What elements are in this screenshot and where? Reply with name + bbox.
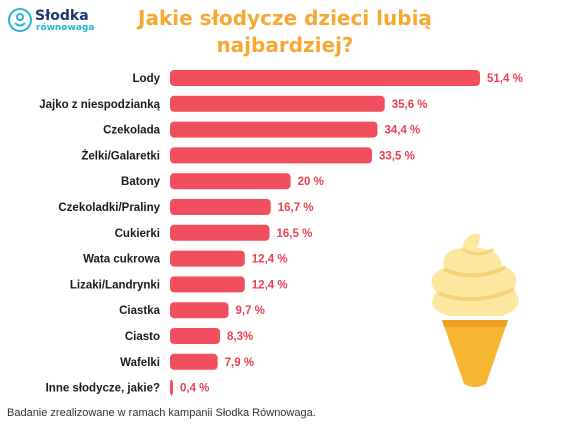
category-label: Wata cukrowa (83, 254, 161, 266)
value-label: 0,4 % (180, 383, 209, 395)
brand-name: Słodka (35, 8, 89, 24)
bar (170, 353, 218, 370)
bar (170, 250, 245, 267)
value-label: 12,4 % (252, 279, 288, 291)
value-label: 20 % (298, 176, 324, 188)
value-label: 16,7 % (278, 202, 314, 214)
value-label: 34,4 % (384, 125, 420, 137)
category-label: Czekoladki/Praliny (58, 202, 160, 214)
bar (170, 147, 373, 164)
value-label: 8,3% (227, 331, 253, 343)
bar (170, 379, 173, 396)
value-label: 51,4 % (487, 73, 523, 85)
bar (170, 199, 271, 215)
bar (170, 70, 480, 86)
value-label: 7,9 % (225, 357, 254, 369)
bar (170, 224, 270, 241)
category-label: Batony (121, 176, 161, 188)
brand-subtitle: równowaga (36, 23, 95, 33)
bar (170, 173, 291, 190)
bar (170, 302, 229, 319)
category-label: Żelki/Galaretki (81, 149, 160, 162)
chart-title-line-2: najbardziej? (216, 33, 354, 57)
bar (170, 276, 245, 293)
category-label: Jajko z niespodzianką (39, 99, 160, 111)
chart-title-line-1: Jakie słodycze dzieci lubią (138, 6, 432, 30)
category-label: Czekolada (103, 125, 160, 137)
bar (170, 95, 385, 112)
category-label: Inne słodycze, jakie? (46, 383, 160, 395)
category-label: Ciastka (119, 305, 161, 317)
value-label: 16,5 % (277, 228, 313, 240)
pacifier-icon (8, 8, 32, 32)
value-label: 9,7 % (236, 305, 265, 317)
category-label: Lody (133, 73, 161, 85)
bar (170, 328, 221, 344)
category-label: Cukierki (115, 228, 160, 240)
chart-title: Jakie słodycze dzieci lubią najbardziej? (0, 5, 570, 59)
value-label: 35,6 % (392, 99, 428, 111)
brand-logo: Słodka równowaga (8, 8, 104, 36)
category-label: Wafelki (120, 357, 160, 369)
bar (170, 121, 378, 138)
footnote: Badanie zrealizowane w ramach kampanii S… (7, 407, 316, 419)
value-label: 33,5 % (379, 150, 415, 162)
category-label: Lizaki/Landrynki (70, 279, 160, 291)
value-label: 12,4 % (252, 254, 288, 266)
ice-cream-icon (431, 233, 519, 387)
category-label: Ciasto (125, 331, 160, 343)
